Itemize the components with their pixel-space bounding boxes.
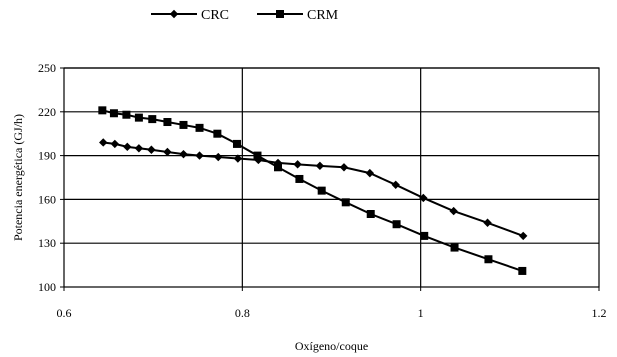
data-point-crm (392, 220, 401, 229)
legend-marker-crm (276, 10, 284, 18)
data-point-crm (518, 266, 527, 275)
x-tick-label: 1.2 (592, 306, 607, 320)
legend-label-crc: CRC (201, 8, 229, 23)
data-point-crc (233, 154, 243, 163)
series-layer (98, 106, 528, 275)
series-crc (99, 138, 528, 241)
data-point-crm (450, 243, 459, 252)
x-axis-label: Oxígeno/coque (295, 339, 368, 353)
data-point-crm (122, 110, 131, 119)
data-point-crm (148, 115, 157, 124)
x-tick-label: 0.6 (57, 306, 72, 320)
legend-marker-shape (169, 9, 179, 19)
data-point-crc (134, 144, 144, 153)
data-point-crm (134, 113, 143, 122)
data-point-crm (232, 139, 241, 148)
legend-marker-shape (276, 10, 284, 18)
data-point-crm (484, 255, 493, 264)
series-line-crm (102, 109, 523, 272)
data-point-crc (519, 231, 528, 241)
data-point-crc (391, 180, 400, 189)
legend-item-crm: CRM (257, 8, 339, 23)
gridlines (64, 67, 599, 287)
data-point-crm (109, 109, 118, 118)
data-point-crc (179, 149, 188, 159)
y-tick-label: 190 (38, 149, 56, 163)
data-point-crm (317, 186, 326, 195)
data-point-crm (420, 231, 429, 240)
y-axis-label: Potencia energética (GJ/h) (11, 114, 25, 241)
data-point-crm (163, 118, 172, 127)
data-point-crc (195, 151, 204, 160)
data-point-crm (98, 106, 107, 115)
data-point-crm (366, 210, 375, 218)
y-tick-label: 160 (38, 192, 56, 206)
data-point-crc (147, 145, 156, 154)
series-crm (98, 106, 527, 275)
data-point-crc (365, 168, 375, 178)
data-point-crc (315, 161, 325, 171)
data-point-crc (339, 163, 349, 172)
data-point-crm (179, 120, 188, 129)
y-tick-label: 100 (38, 280, 56, 294)
plot-area-frame (63, 67, 600, 288)
x-axis-tick-labels: 0.6 0.8 1 1.2 (57, 287, 607, 320)
data-point-crm (213, 129, 222, 138)
x-tick-label: 1 (418, 306, 424, 320)
y-axis-tick-labels: 100 130 160 190 220 250 (38, 61, 64, 294)
y-tick-label: 250 (38, 61, 56, 75)
data-point-crc (163, 147, 172, 157)
data-point-crc (99, 138, 108, 147)
data-point-crm (274, 163, 282, 172)
data-point-crc (110, 139, 120, 149)
data-point-crc (449, 206, 458, 216)
y-tick-label: 220 (38, 105, 56, 119)
data-point-crm (253, 151, 262, 160)
series-line-crc (103, 141, 524, 237)
legend-label-crm: CRM (307, 8, 339, 23)
legend-item-crc: CRC (151, 8, 229, 23)
data-point-crm (341, 198, 350, 207)
legend: CRC CRM (151, 8, 339, 23)
data-point-crc (293, 160, 302, 169)
data-point-crc (123, 142, 132, 152)
legend-marker-crc (169, 9, 179, 19)
data-point-crc (214, 152, 223, 162)
data-point-crm (295, 174, 304, 183)
data-point-crm (195, 123, 204, 132)
y-tick-label: 130 (38, 236, 56, 250)
data-point-crc (483, 218, 492, 227)
data-point-crc (419, 193, 428, 203)
x-tick-label: 0.8 (235, 306, 250, 320)
